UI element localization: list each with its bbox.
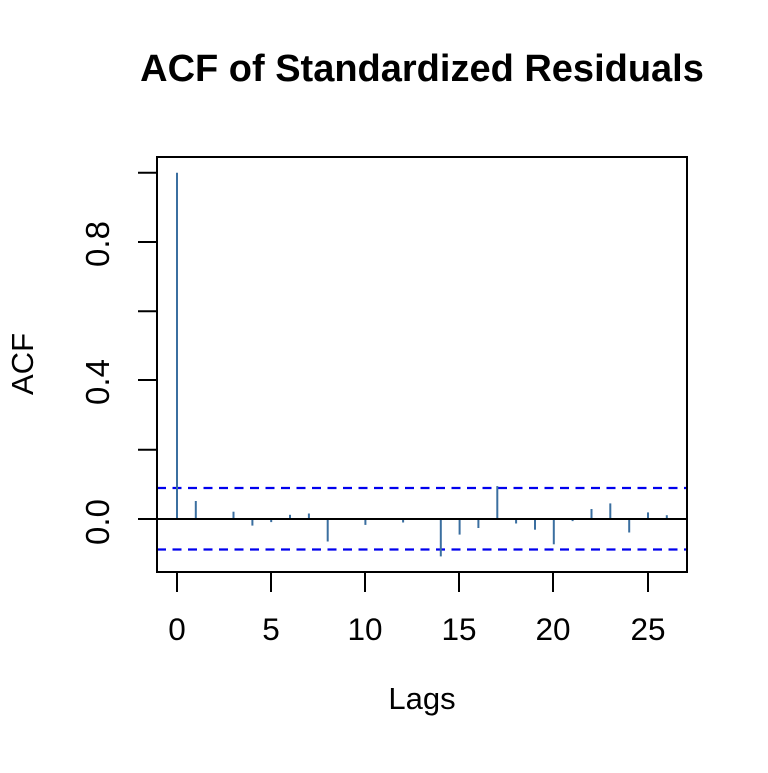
svg-text:0.4: 0.4: [79, 359, 116, 405]
svg-text:10: 10: [347, 611, 382, 647]
svg-text:20: 20: [535, 611, 570, 647]
svg-text:ACF: ACF: [5, 333, 40, 395]
svg-text:0.8: 0.8: [79, 221, 116, 267]
svg-text:5: 5: [262, 611, 280, 647]
svg-text:ACF of Standardized Residuals: ACF of Standardized Residuals: [140, 48, 704, 90]
svg-text:15: 15: [441, 611, 476, 647]
svg-text:25: 25: [630, 611, 665, 647]
svg-text:0: 0: [168, 611, 186, 647]
svg-text:0.0: 0.0: [79, 499, 116, 545]
svg-text:Lags: Lags: [388, 681, 455, 716]
